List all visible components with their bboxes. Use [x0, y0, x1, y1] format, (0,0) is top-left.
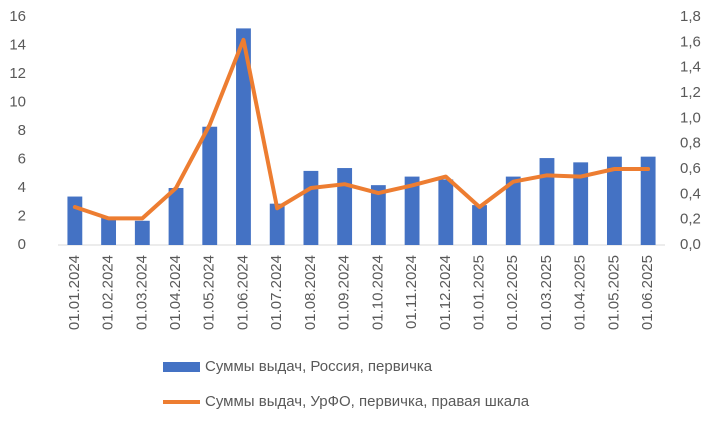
bar	[236, 28, 251, 246]
x-tick-label: 01.11.2024	[403, 255, 420, 329]
bar	[134, 220, 150, 245]
bar	[539, 158, 555, 245]
bar	[472, 205, 487, 245]
bar	[404, 176, 420, 245]
y2-tick-label: 1,0	[680, 109, 701, 126]
y2-tick-label: 1,6	[680, 33, 701, 50]
x-tick-label: 01.02.2025	[504, 255, 521, 330]
x-tick-label: 01.07.2024	[268, 255, 285, 330]
bar	[303, 170, 319, 245]
x-tick-label: 01.04.2025	[572, 255, 589, 330]
bar	[370, 185, 386, 245]
bar	[67, 196, 83, 245]
bar	[505, 176, 521, 245]
bar	[438, 179, 454, 245]
bar	[101, 216, 117, 245]
y2-tick-label: 0,0	[680, 236, 701, 253]
x-tick-label: 01.09.2024	[336, 255, 353, 330]
y-tick-label: 10	[9, 93, 26, 110]
y2-tick-label: 0,6	[680, 160, 701, 177]
y-tick-label: 4	[18, 179, 26, 196]
x-tick-label: 01.01.2025	[470, 255, 487, 330]
x-tick-label: 01.06.2024	[234, 255, 251, 330]
y2-tick-label: 0,2	[680, 211, 701, 228]
bar	[168, 188, 184, 245]
y-tick-label: 6	[18, 150, 26, 167]
x-tick-label: 01.05.2025	[605, 255, 622, 330]
x-tick-label: 01.02.2024	[100, 255, 117, 330]
y-tick-label: 16	[9, 8, 26, 25]
x-tick-label: 01.01.2024	[66, 255, 83, 330]
y-tick-label: 2	[18, 207, 26, 224]
bar	[202, 126, 218, 245]
y2-tick-label: 1,4	[680, 59, 701, 76]
y2-tick-label: 1,8	[680, 8, 701, 25]
x-tick-label: 01.12.2024	[437, 255, 454, 330]
legend-label: Суммы выдач, УрФО, первичка, правая шкал…	[205, 393, 530, 410]
y-tick-label: 14	[9, 36, 26, 53]
bar	[573, 162, 589, 245]
bar	[640, 156, 656, 245]
bar	[269, 203, 285, 245]
y-tick-label: 8	[18, 122, 26, 139]
x-tick-label: 01.08.2024	[302, 255, 319, 330]
legend-label: Суммы выдач, Россия, первичка	[205, 358, 433, 375]
x-tick-label: 01.10.2024	[369, 255, 386, 330]
y2-tick-label: 1,2	[680, 84, 701, 101]
bar	[606, 156, 622, 245]
x-tick-label: 01.03.2025	[538, 255, 555, 330]
legend-swatch	[163, 362, 200, 372]
bar	[337, 168, 353, 245]
x-tick-label: 01.03.2024	[133, 255, 150, 330]
x-tick-label: 01.04.2024	[167, 255, 184, 330]
y-tick-label: 0	[18, 236, 26, 253]
x-tick-label: 01.05.2024	[201, 255, 218, 330]
y-tick-label: 12	[9, 65, 26, 82]
y2-tick-label: 0,4	[680, 185, 701, 202]
x-tick-label: 01.06.2025	[639, 255, 656, 330]
line	[72, 37, 651, 221]
y2-tick-label: 0,8	[680, 135, 701, 152]
